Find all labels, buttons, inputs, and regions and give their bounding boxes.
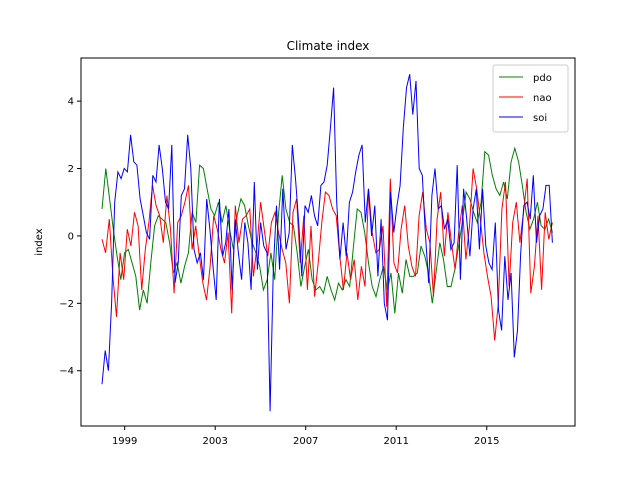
legend: pdo nao soi — [492, 64, 569, 133]
y-tick-label: 0 — [68, 231, 74, 242]
x-tick-label: 2003 — [202, 436, 227, 447]
y-axis-label: index — [34, 228, 45, 255]
plot-frame — [80, 57, 576, 427]
y-tick-label: 4 — [68, 97, 74, 108]
x-tick-label: 2011 — [384, 436, 409, 447]
legend-label-pdo: pdo — [533, 73, 552, 84]
x-tick-label: 2007 — [293, 436, 318, 447]
series-line-soi — [101, 74, 553, 412]
x-tick-label: 2015 — [474, 436, 499, 447]
legend-label-nao: nao — [533, 93, 552, 104]
series-layer — [101, 74, 553, 412]
chart-title: Climate index — [287, 39, 370, 53]
legend-label-soi: soi — [533, 113, 547, 124]
legend-box — [492, 64, 569, 133]
y-tick-label: 2 — [68, 164, 74, 175]
y-tick-label: −4 — [59, 366, 74, 377]
y-tick-label: −2 — [59, 299, 74, 310]
series-line-nao — [101, 168, 553, 341]
series-line-pdo — [101, 146, 553, 314]
y-axis: −4 −2 0 2 4 — [59, 97, 81, 377]
x-axis: 1999 2003 2007 2011 2015 — [112, 426, 499, 447]
x-tick-label: 1999 — [112, 436, 137, 447]
